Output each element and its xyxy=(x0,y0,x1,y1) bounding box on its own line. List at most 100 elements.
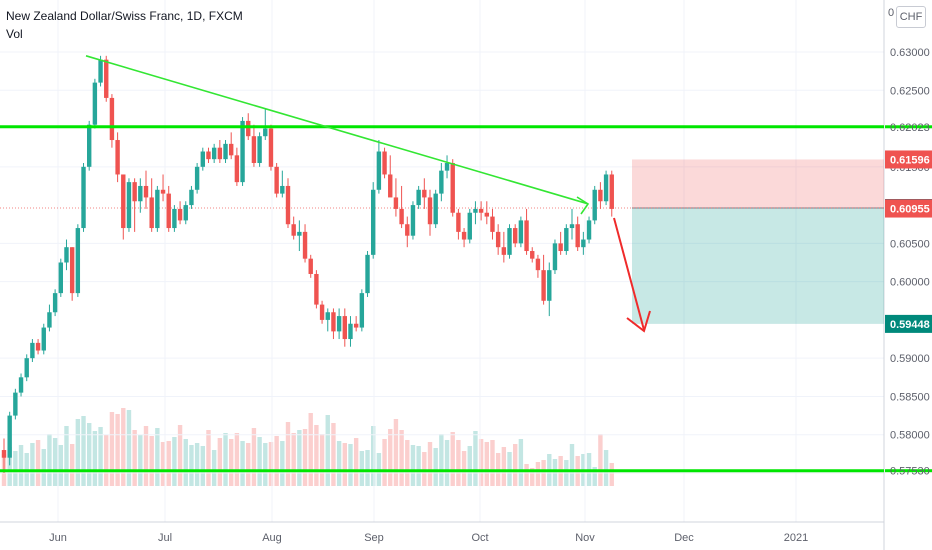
volume-bar xyxy=(319,434,325,486)
candle-body xyxy=(126,182,132,229)
take-profit-zone[interactable] xyxy=(632,207,884,324)
candle-body xyxy=(297,231,302,236)
price-badge-label: 0.62023 xyxy=(890,122,930,134)
volume-bar xyxy=(92,431,98,486)
candle-body xyxy=(81,166,86,229)
x-tick-label: Nov xyxy=(575,532,595,544)
volume-bar xyxy=(166,441,171,486)
candle-body xyxy=(280,185,285,194)
volume-bar xyxy=(143,426,149,486)
volume-bar xyxy=(35,440,41,486)
volume-bar xyxy=(444,440,450,486)
stop-loss-zone[interactable] xyxy=(632,159,884,208)
volume-bar xyxy=(507,452,512,486)
candle-body xyxy=(200,151,205,167)
volume-bar xyxy=(308,413,313,486)
volume-bar xyxy=(81,416,86,486)
candle-body xyxy=(234,155,240,183)
x-tick-label: Jun xyxy=(49,532,67,544)
volume-bar xyxy=(194,443,200,486)
volume-bar xyxy=(371,426,376,486)
x-tick-label: 2021 xyxy=(784,532,808,544)
candle-body xyxy=(177,208,183,221)
volume-bar xyxy=(353,438,359,486)
volume-bar xyxy=(172,437,177,486)
candle-body xyxy=(484,212,489,217)
candle-body xyxy=(24,358,29,378)
candle-body xyxy=(183,205,188,221)
volume-bar xyxy=(291,433,296,486)
candle-body xyxy=(115,140,120,175)
candle-body xyxy=(285,185,291,225)
candle-body xyxy=(524,220,529,252)
volume-bar xyxy=(47,434,52,486)
price-badge-background xyxy=(885,199,932,218)
candle-body xyxy=(47,312,52,328)
candle-body xyxy=(388,174,393,198)
trendline[interactable] xyxy=(85,55,588,205)
volume-bar xyxy=(530,468,535,486)
volume-bar xyxy=(433,448,438,486)
horizontal-levels[interactable] xyxy=(0,125,884,473)
volume-bar xyxy=(456,440,461,486)
volume-bar xyxy=(223,433,228,486)
candle-body xyxy=(422,189,427,198)
candle-body xyxy=(18,377,24,393)
volume-bar xyxy=(257,437,262,486)
y-tick-label: 0.60500 xyxy=(890,238,930,250)
volume-bar xyxy=(297,430,302,486)
candle-body xyxy=(160,189,166,194)
price-badge-level: 0.57530 xyxy=(885,462,932,479)
volume-bar xyxy=(535,462,541,486)
candle-body xyxy=(513,228,518,244)
volume-bar xyxy=(478,439,484,486)
candle-body xyxy=(586,220,592,240)
volume-bar xyxy=(388,429,393,486)
candle-body xyxy=(274,166,279,194)
y-tick-label: 0.60000 xyxy=(890,277,930,289)
candle-body xyxy=(348,323,353,340)
candle-body xyxy=(223,143,228,160)
volume-bars xyxy=(1,408,614,486)
volume-bar xyxy=(484,442,489,486)
candle-body xyxy=(13,392,18,416)
candle-body xyxy=(246,120,251,137)
volume-bar xyxy=(13,451,18,486)
volume-bar xyxy=(598,434,603,486)
volume-bar xyxy=(206,430,211,486)
volume-bar xyxy=(331,423,336,486)
volume-bar xyxy=(399,430,404,486)
currency-button[interactable]: CHF xyxy=(896,6,926,28)
candle-body xyxy=(490,216,495,232)
price-badge-label: 0.61596 xyxy=(890,154,930,166)
volume-bar xyxy=(359,451,365,486)
candle-body xyxy=(87,124,92,167)
price-badge-label: 0.57530 xyxy=(890,466,930,478)
candles xyxy=(1,55,614,473)
down-arrow-line[interactable] xyxy=(613,217,645,331)
price-axis[interactable]: 0.630000.625000.615000.605000.600000.590… xyxy=(888,7,930,480)
candle-body xyxy=(609,174,614,209)
volume-bar xyxy=(280,441,285,486)
volume-bar xyxy=(234,433,240,486)
price-badge-label: 0.59448 xyxy=(890,319,930,331)
candle-body xyxy=(206,151,211,160)
candle-body xyxy=(336,316,342,332)
time-axis[interactable]: Jun Jul Aug Sep Oct Nov Dec 2021 xyxy=(49,532,808,544)
price-badge-target: 0.59448 xyxy=(885,314,932,333)
short-position-tool[interactable] xyxy=(0,159,884,324)
candle-body xyxy=(104,59,109,98)
candle-body xyxy=(7,415,12,458)
volume-bar xyxy=(64,426,69,486)
candle-body xyxy=(211,147,217,160)
volume-bar xyxy=(524,464,529,486)
volume-bar xyxy=(285,422,291,486)
volume-bar xyxy=(336,441,342,486)
candle-body xyxy=(308,258,313,274)
drawings[interactable] xyxy=(85,55,651,333)
volume-bar xyxy=(513,444,518,486)
candle-body xyxy=(376,151,382,190)
candle-body xyxy=(229,143,234,156)
candle-body xyxy=(558,243,563,252)
